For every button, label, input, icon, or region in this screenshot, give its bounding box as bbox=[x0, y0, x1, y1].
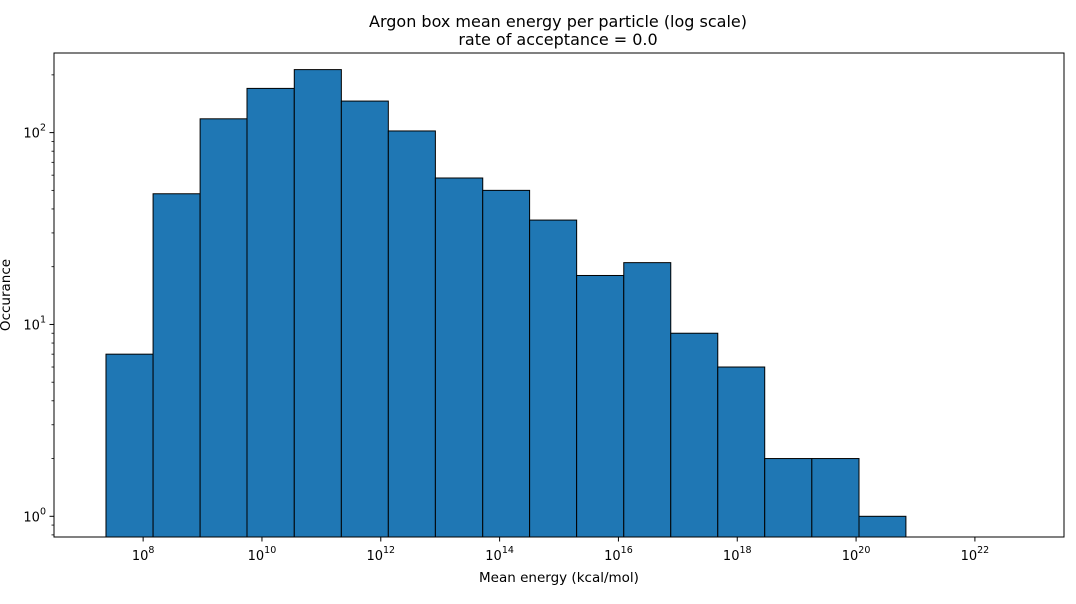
histogram-bar-17 bbox=[858, 515, 907, 538]
histogram-bar-13 bbox=[670, 332, 719, 538]
histogram-bar-10 bbox=[529, 219, 578, 538]
bars-layer bbox=[105, 69, 907, 538]
histogram-bar-8 bbox=[434, 177, 484, 538]
x-tick-label: 1010 bbox=[248, 545, 277, 564]
x-tick-label: 1016 bbox=[604, 545, 633, 564]
histogram-bar-2 bbox=[152, 193, 201, 538]
x-tick-label: 1018 bbox=[723, 545, 752, 564]
ticks-layer: 108 1010 1012 1014 1016 1018 1020 1022 100 101 102 bbox=[23, 74, 990, 564]
histogram-bar-3 bbox=[199, 118, 248, 538]
x-tick-label: 108 bbox=[132, 545, 155, 564]
histogram-bar-12 bbox=[623, 262, 672, 538]
y-tick-label: 100 bbox=[23, 506, 46, 525]
chart-title: Argon box mean energy per particle (log … bbox=[369, 12, 747, 31]
plot-frame bbox=[53, 52, 1065, 538]
histogram-bar-9 bbox=[482, 189, 531, 538]
histogram-bar-1 bbox=[105, 353, 154, 538]
histogram-bar-5 bbox=[293, 69, 342, 538]
y-axis-label: Occurance bbox=[0, 259, 14, 331]
histogram-bar-6 bbox=[340, 100, 389, 538]
histogram-bar-11 bbox=[576, 274, 625, 538]
x-tick-label: 1012 bbox=[366, 545, 395, 564]
histogram-bar-16 bbox=[811, 458, 860, 538]
histogram-bar-15 bbox=[764, 458, 813, 538]
y-tick-label: 101 bbox=[23, 314, 46, 333]
x-tick-label: 1020 bbox=[842, 545, 871, 564]
chart-subtitle: rate of acceptance = 0.0 bbox=[458, 30, 657, 49]
x-tick-label: 1022 bbox=[961, 545, 990, 564]
x-axis-label: Mean energy (kcal/mol) bbox=[479, 570, 639, 586]
histogram-bar-4 bbox=[246, 87, 295, 538]
histogram-bar-14 bbox=[717, 366, 766, 538]
x-tick-label: 1014 bbox=[485, 545, 514, 564]
y-tick-label: 102 bbox=[23, 123, 46, 142]
histogram-bar-7 bbox=[387, 130, 436, 538]
